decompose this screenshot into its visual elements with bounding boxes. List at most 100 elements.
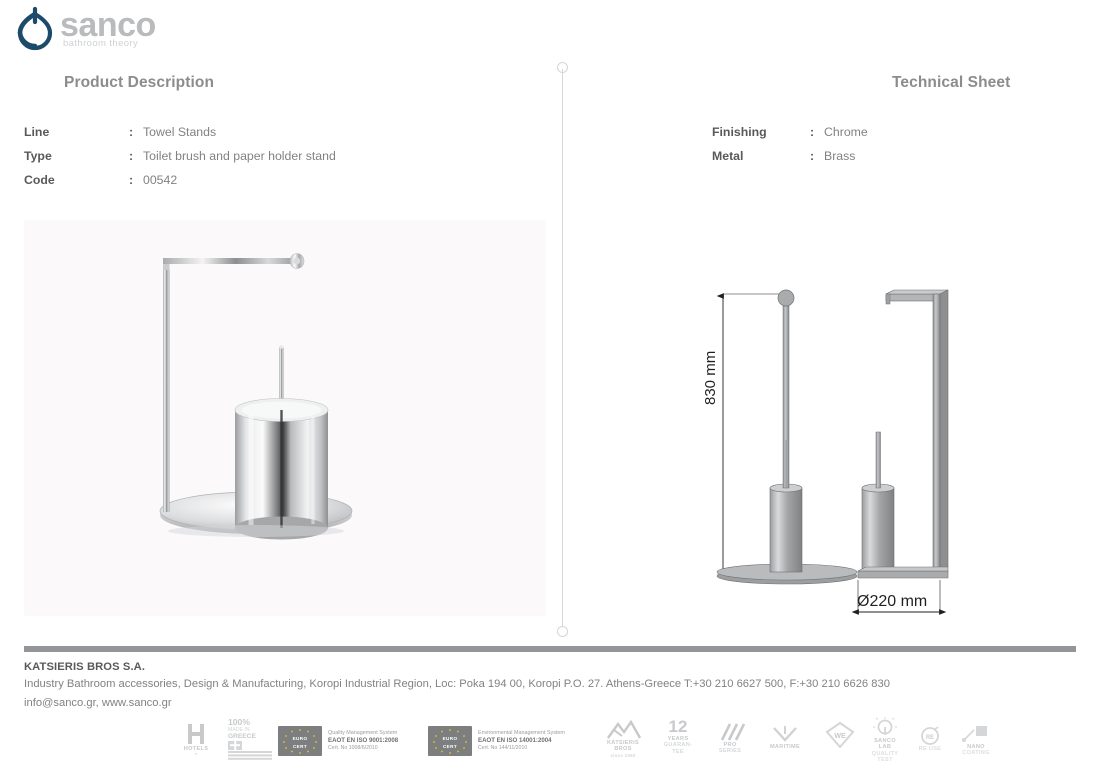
sanco-lab-line3: QUALITY [871,750,899,757]
badge-years-guarantee: 12 YEARS GUARAN- TEE [656,718,700,755]
environmental-cert-text: Environmental Management System EAOT EN … [478,730,565,752]
badge-made-in-greece: 100% MADE IN GREECE [228,718,274,761]
brand-name: sanco [60,6,156,44]
spec-key: Type [24,149,52,163]
badge-quality-cert: EURO CERT Quality Management System EAOT… [278,726,428,756]
shield-icon: WE [825,721,855,749]
divider-dot-bottom [557,626,568,637]
spec-value: Brass [824,149,856,163]
nano-icon [962,726,987,742]
badge-hotels-caption: HOTELS [183,746,209,752]
eurocert-emblem-2: EURO CERT [428,726,472,756]
droplet-icon [17,6,53,51]
eu-stars-icon [433,729,467,754]
badge-nano: NANO COATING [954,724,998,757]
spec-value: Toilet brush and paper holder stand [143,149,336,163]
recycle-caption: RE USE [918,746,942,752]
spec-row: Line : Towel Stands [24,125,494,139]
section-divider [557,62,568,637]
technical-drawing [690,280,990,630]
eurocert-line2: CERT [292,744,308,749]
spec-colon: : [810,149,815,163]
stripes-icon [720,723,746,741]
katsieris-line3: since 1960 [610,752,636,758]
product-spec-table: Line : Towel Stands Type : Toilet brush … [24,125,494,197]
spec-key: Line [24,125,50,139]
greece-line2: MADE IN [228,727,250,733]
eurocert-line1: EURO [292,736,308,741]
certification-badges: HOTELS * 100% MADE IN GREECE [176,716,989,772]
sanco-lab-line1: SANCO [874,738,896,744]
pro-line2: SERIES [718,748,742,755]
spec-value: Chrome [824,125,868,139]
spec-key: Metal [712,149,744,163]
spec-value: Towel Stands [143,125,217,139]
nano-line2: COATING [962,750,990,757]
spec-key: Finishing [712,125,767,139]
badge-hotels: HOTELS * [176,722,216,759]
spec-key: Code [24,173,55,187]
katsieris-line2: BROS [614,746,632,753]
quality-cert-title: Quality Management System [328,730,398,736]
eu-stars-icon [283,729,317,754]
badge-we: WE [820,720,860,750]
badge-pro-series: PRO SERIES [710,722,750,755]
spec-row: Code : 00542 [24,173,494,187]
anchor-icon [773,726,797,742]
divider-line [562,69,563,630]
spec-colon: : [810,125,815,139]
product-photo [159,253,353,540]
environmental-cert-standard: EAOT EN ISO 14001:2004 [478,737,552,744]
maritime-caption: MARITIME [769,744,801,750]
pro-line1: PRO [723,742,737,748]
technical-drawing-svg [716,289,949,615]
sanco-lab-line4: TEST [877,757,893,764]
we-caption: WE [834,733,846,740]
eurocert-line1: EURO [442,736,458,741]
spec-value: 00542 [143,173,178,187]
years-number: 12 [668,717,688,736]
badge-maritime: MARITIME [758,724,812,750]
brand-tagline: bathroom theory [63,38,139,49]
quality-cert-text: Quality Management System EAOT EN ISO 90… [328,730,398,752]
product-photo-panel [24,220,546,616]
brand-logo: sanco bathroom theory [16,6,156,51]
spec-row: Type : Toilet brush and paper holder sta… [24,149,494,163]
badge-environmental-cert: EURO CERT Environmental Management Syste… [428,726,588,756]
product-description-title: Product Description [64,74,215,91]
years-line2: GUARAN- [663,742,693,749]
nano-line1: NANO [967,744,985,750]
dimension-height-label: 830 mm [702,350,719,405]
environmental-cert-number: Cert. No 144/11/2010 [478,744,528,751]
company-contact: info@sanco.gr, www.sanco.gr [24,697,172,709]
greece-line1: 100% [228,717,250,727]
footer-company-info: KATSIERIS BROS S.A. Industry Bathroom ac… [24,661,1064,711]
badge-hotels-star: * [194,752,197,758]
katsieris-line1: KATSIERIS [606,740,640,746]
quality-cert-number: Cert. No 1008/6/2010 [328,744,378,751]
hotels-icon [188,724,204,744]
years-line1: YEARS [667,736,689,742]
company-name: KATSIERIS BROS S.A. [24,661,146,673]
quality-cert-standard: EAOT EN ISO 9001:2008 [328,737,399,744]
badge-katsieris: KATSIERIS BROS since 1960 [598,719,648,759]
years-line3: TEE [672,748,684,755]
technical-sheet-title: Technical Sheet [892,74,1011,91]
greece-flag-icon [228,741,272,760]
spec-row: Metal : Brass [712,149,1062,163]
technical-spec-table: Finishing : Chrome Metal : Brass [712,125,1062,173]
dimension-diameter-label: Ø220 mm [857,593,928,610]
greece-line3: GREECE [228,733,256,740]
mountain-icon [607,719,642,739]
spec-colon: : [129,125,134,139]
sanco-lab-line2: LAB [878,744,892,751]
spec-colon: : [129,149,134,163]
environmental-cert-title: Environmental Management System [478,730,565,736]
badge-recycle: RE RE USE [910,726,950,752]
spec-colon: : [129,173,134,187]
lightbulb-icon [873,717,897,735]
spec-row: Finishing : Chrome [712,125,1062,139]
recycle-icon: RE [921,726,939,745]
company-address: Industry Bathroom accessories, Design & … [24,678,890,690]
